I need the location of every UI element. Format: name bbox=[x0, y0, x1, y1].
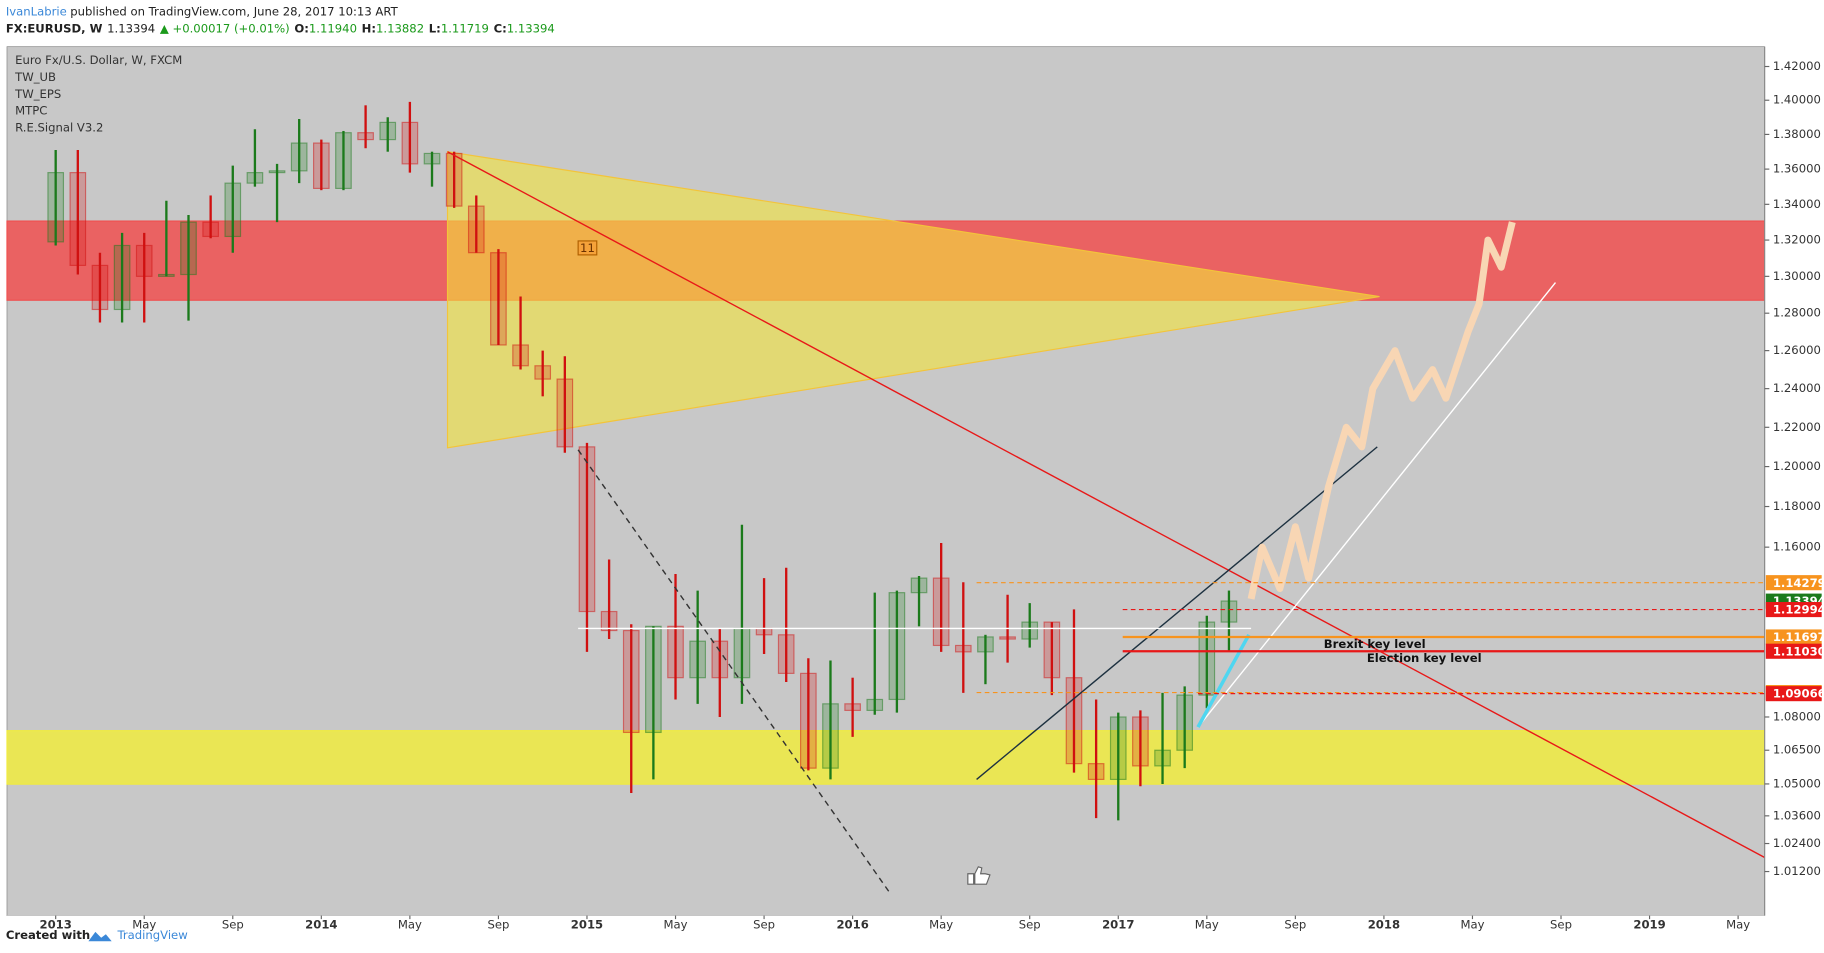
quote-value: 1.11719 bbox=[441, 22, 489, 36]
level-badge bbox=[1765, 601, 1822, 618]
x-tick-label: Sep bbox=[1019, 917, 1041, 931]
level-badge bbox=[1765, 629, 1822, 645]
x-tick-label: Sep bbox=[753, 917, 775, 931]
symbol: FX:EURUSD, W bbox=[6, 22, 103, 36]
y-tick-label: 1.34000 bbox=[1773, 197, 1821, 211]
price-axis bbox=[1764, 46, 1824, 916]
y-tick-label: 1.42000 bbox=[1773, 59, 1821, 73]
x-tick-label: Sep bbox=[1550, 917, 1572, 931]
y-tick-label: 1.18000 bbox=[1773, 499, 1821, 513]
x-tick-label: May bbox=[1726, 917, 1750, 931]
trend-line bbox=[976, 446, 1378, 780]
x-tick-label: 2018 bbox=[1368, 917, 1400, 931]
y-tick-label: 1.08000 bbox=[1773, 709, 1821, 723]
x-tick-label: 2016 bbox=[836, 917, 868, 931]
legend-entry: R.E.Signal V3.2 bbox=[15, 121, 103, 135]
author: IvanLabrie bbox=[6, 4, 67, 18]
y-tick-label: 1.05000 bbox=[1773, 776, 1821, 790]
level-badge bbox=[1765, 575, 1822, 591]
annotation: Brexit key level bbox=[1324, 637, 1426, 651]
change: ▲ +0.00017 (+0.01%) bbox=[160, 22, 290, 36]
level-label: 1.11697 bbox=[1773, 630, 1824, 644]
x-tick-label: May bbox=[1460, 917, 1484, 931]
trend-line bbox=[447, 151, 1766, 859]
x-tick-label: May bbox=[132, 917, 156, 931]
y-tick-label: 1.26000 bbox=[1773, 343, 1821, 357]
x-tick-label: May bbox=[663, 917, 687, 931]
x-tick-label: 2013 bbox=[40, 917, 72, 931]
y-tick-label: 1.40000 bbox=[1773, 93, 1821, 107]
brand-logo bbox=[88, 931, 112, 942]
quote-label: O: bbox=[294, 22, 309, 36]
time-axis bbox=[6, 915, 1765, 932]
y-tick-label: 1.32000 bbox=[1773, 233, 1821, 247]
y-tick-label: 1.36000 bbox=[1773, 162, 1821, 176]
quote-value: 1.13394 bbox=[507, 22, 555, 36]
level-label: 1.11030 bbox=[1773, 644, 1824, 658]
y-tick-label: 1.02400 bbox=[1773, 836, 1821, 850]
quote-value: 1.13882 bbox=[376, 22, 424, 36]
y-tick-label: 1.06500 bbox=[1773, 743, 1821, 757]
y-tick-label: 1.22000 bbox=[1773, 420, 1821, 434]
y-tick-label: 1.30000 bbox=[1773, 269, 1821, 283]
y-tick-label: 1.01200 bbox=[1773, 864, 1821, 878]
y-tick-label: 1.20000 bbox=[1773, 459, 1821, 473]
x-tick-label: 2015 bbox=[571, 917, 603, 931]
level-badge bbox=[1765, 686, 1822, 702]
quote-label: L: bbox=[429, 22, 441, 36]
level-badge bbox=[1765, 643, 1822, 659]
zone bbox=[6, 730, 1766, 785]
x-tick-label: Sep bbox=[222, 917, 244, 931]
x-tick-label: May bbox=[398, 917, 422, 931]
plot-area bbox=[6, 46, 1766, 916]
trend-line bbox=[577, 449, 891, 894]
y-tick-label: 1.24000 bbox=[1773, 381, 1821, 395]
forecast-path bbox=[1247, 221, 1516, 600]
trend-line bbox=[1197, 282, 1557, 728]
triangle-drawing bbox=[446, 151, 1380, 449]
legend-entry: MTPC bbox=[15, 104, 47, 118]
x-tick-label: May bbox=[1195, 917, 1219, 931]
level-label: 1.09066 bbox=[1773, 687, 1824, 701]
footer-brand: TradingView bbox=[116, 928, 188, 942]
annotation: Election key level bbox=[1367, 651, 1482, 665]
footer-created: Created with bbox=[6, 928, 90, 942]
legend-entry: TW_EPS bbox=[14, 87, 61, 101]
x-tick-label: Sep bbox=[1284, 917, 1306, 931]
quote-value: 1.11940 bbox=[309, 22, 357, 36]
y-tick-label: 1.16000 bbox=[1773, 540, 1821, 554]
y-tick-label: 1.28000 bbox=[1773, 306, 1821, 320]
y-tick-label: 1.03600 bbox=[1773, 808, 1821, 822]
annotation-box bbox=[577, 240, 598, 256]
annotation: 11 bbox=[580, 241, 595, 255]
x-tick-label: Sep bbox=[487, 917, 509, 931]
thumbs-icon bbox=[967, 866, 991, 885]
published: published on TradingView.com, June 28, 2… bbox=[70, 4, 398, 18]
level-label: 1.14279 bbox=[1773, 576, 1824, 590]
level-label: 1.12994 bbox=[1773, 603, 1824, 617]
x-tick-label: 2017 bbox=[1102, 917, 1134, 931]
price: 1.13394 bbox=[107, 22, 155, 36]
legend-entry: Euro Fx/U.S. Dollar, W, FXCM bbox=[15, 53, 182, 67]
x-tick-label: 2019 bbox=[1633, 917, 1665, 931]
x-tick-label: 2014 bbox=[305, 917, 337, 931]
quote-label: C: bbox=[494, 22, 507, 36]
legend-entry: TW_UB bbox=[14, 70, 56, 84]
quote-label: H: bbox=[362, 22, 376, 36]
x-tick-label: May bbox=[929, 917, 953, 931]
y-tick-label: 1.38000 bbox=[1773, 127, 1821, 141]
